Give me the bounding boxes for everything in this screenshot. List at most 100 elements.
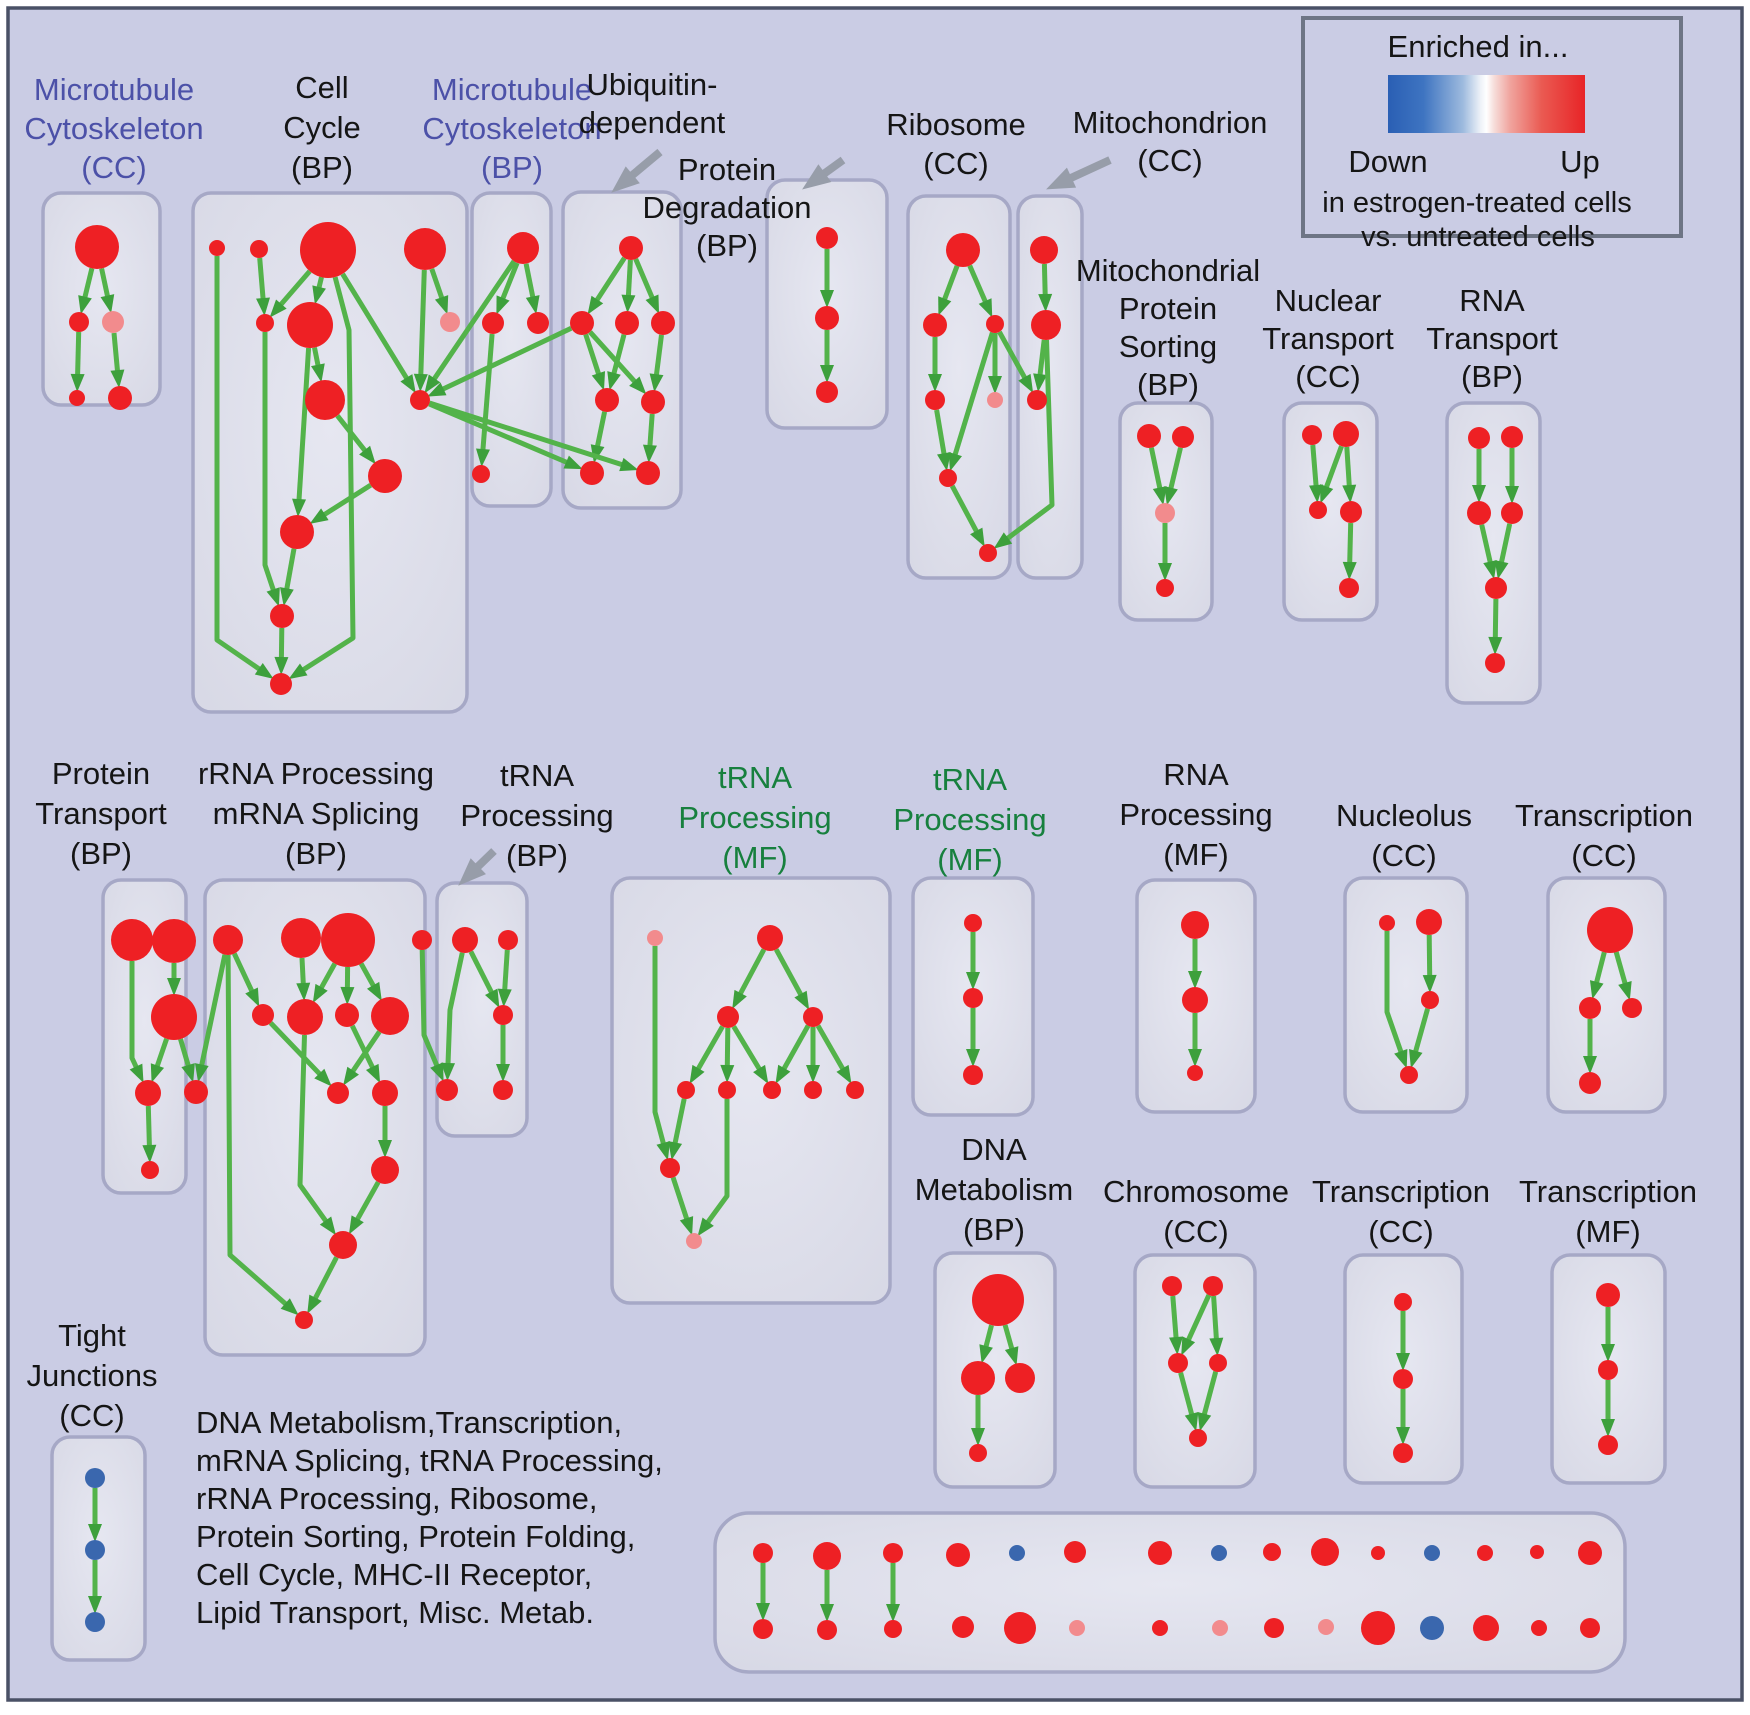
nuclear-transport-cc-edge-2 bbox=[1342, 446, 1357, 504]
trna-processing-mf-large-edge-2 bbox=[689, 1025, 725, 1084]
rrna-processing-mrna-splicing-bp-node-0 bbox=[213, 925, 243, 955]
chromosome-cc-edge-3 bbox=[1178, 1372, 1199, 1432]
microtubule-cytoskeleton-cc-edge-1 bbox=[99, 267, 115, 314]
mitochondrion-cc-node-1 bbox=[1031, 310, 1061, 340]
transcription-mf-label-line-1: Transcription bbox=[1519, 1174, 1697, 1209]
trna-processing-bp-node-4 bbox=[493, 1080, 513, 1100]
dna-metabolism-bp-node-2 bbox=[1005, 1363, 1035, 1393]
rrna-processing-mrna-splicing-bp-node-3 bbox=[412, 930, 432, 950]
rrna-processing-mrna-splicing-label-line-2: mRNA Splicing bbox=[213, 796, 420, 831]
protein-transport-bp-node-1 bbox=[152, 919, 196, 963]
misc-cluster-node-3 bbox=[946, 1543, 970, 1567]
ubiquitin-degradation-bp-left-edge-1 bbox=[621, 259, 636, 313]
protein-transport-bp-node-2 bbox=[151, 994, 197, 1040]
rna-processing-mf-label-line-3: (MF) bbox=[1163, 837, 1228, 872]
rrna-processing-mrna-splicing-bp-edge-3 bbox=[312, 962, 337, 1004]
transcription-cc-lower-label-line-2: (CC) bbox=[1368, 1214, 1433, 1249]
ubiquitin-degradation-bp-left-node-7 bbox=[636, 461, 660, 485]
transcription-cc-lower-node-0 bbox=[1394, 1293, 1412, 1311]
rna-transport-bp-node-2 bbox=[1467, 501, 1491, 525]
ribosome-cc-node-6 bbox=[979, 544, 997, 562]
rna-transport-bp-edge-2 bbox=[1479, 524, 1497, 580]
legend-down-label: Down bbox=[1348, 144, 1427, 179]
chromosome-cc-edge-0 bbox=[1169, 1295, 1184, 1356]
misc-cluster-node-27 bbox=[1473, 1615, 1499, 1641]
cell-cycle-label-line-1: Cell bbox=[295, 70, 348, 105]
nucleolus-label-line-1: Nucleolus bbox=[1336, 798, 1472, 833]
rrna-processing-mrna-splicing-bp-edge-5 bbox=[358, 962, 382, 1002]
trna-processing-mf-large-edge-9 bbox=[668, 1098, 687, 1161]
trna-processing-mf-small-node-1 bbox=[963, 988, 983, 1008]
misc-cluster-node-0 bbox=[753, 1543, 773, 1563]
microtubule-cytoskeleton-bp-edge-0 bbox=[496, 261, 520, 315]
ubiquitin-degradation-label-bottom-line-3: (BP) bbox=[696, 228, 758, 263]
nucleolus-cc-node-1 bbox=[1416, 909, 1442, 935]
ubiquitin-degradation-bp-left-node-5 bbox=[641, 390, 665, 414]
misc-cluster-node-28 bbox=[1531, 1620, 1547, 1636]
protein-transport-bp-node-3 bbox=[135, 1080, 161, 1106]
trna-processing-mf-small-label-line-3: (MF) bbox=[937, 842, 1002, 877]
rna-processing-mf-node-1 bbox=[1182, 987, 1208, 1013]
microtubule-cytoskeleton-cc-edge-2 bbox=[70, 331, 85, 392]
ribosome-cc-box bbox=[906, 194, 1012, 580]
rrna-processing-mrna-splicing-bp-edge-1 bbox=[194, 954, 228, 1083]
ubiquitin-degradation-label-bottom-line-1: Protein bbox=[678, 152, 776, 187]
microtubule-cytoskeleton-cc-node-3 bbox=[69, 390, 85, 406]
ubiquitin-degradation-bp-left-edge-8 bbox=[642, 413, 657, 464]
chromosome-label-line-2: (CC) bbox=[1163, 1214, 1228, 1249]
chromosome-cc-node-0 bbox=[1162, 1276, 1182, 1296]
misc-cluster-node-18 bbox=[952, 1616, 974, 1638]
ubiquitin-degradation-bp-left-node-6 bbox=[580, 461, 604, 485]
dna-metabolism-bp-edge-1 bbox=[1002, 1324, 1019, 1366]
dna-metabolism-bp-node-1 bbox=[961, 1361, 995, 1395]
nuclear-transport-cc-node-2 bbox=[1309, 501, 1327, 519]
transcription-cc-upper-node-0 bbox=[1587, 907, 1633, 953]
trna-processing-mf-large-edge-7 bbox=[815, 1024, 852, 1084]
ribosome-cc-edge-6 bbox=[949, 484, 985, 547]
rna-transport-bp-box bbox=[1445, 401, 1542, 705]
mitochondrion-label-line-2: (CC) bbox=[1137, 143, 1202, 178]
cell-cycle-bp-edge-12 bbox=[262, 332, 280, 607]
microtubule-cytoskeleton-cc-node-4 bbox=[108, 386, 132, 410]
ubiquitin-degradation-label-bottom-line-2: Degradation bbox=[643, 190, 812, 225]
cell-cycle-bp-edge-7 bbox=[311, 347, 325, 383]
ribosome-cc-edge-1 bbox=[967, 264, 993, 318]
legend-subtitle-line-2: vs. untreated cells bbox=[1361, 221, 1595, 253]
dna-metabolism-label-line-3: (BP) bbox=[963, 1212, 1025, 1247]
protein-transport-label-line-2: Transport bbox=[35, 796, 167, 831]
mitochondrion-label-line-1: Mitochondrion bbox=[1073, 105, 1268, 140]
misc-cluster-node-23 bbox=[1264, 1618, 1284, 1638]
rrna-processing-mrna-splicing-bp-edge-10 bbox=[297, 1034, 337, 1236]
microtubule-cytoskeleton-cc-label-line-2: Cytoskeleton bbox=[24, 111, 203, 146]
rna-transport-label-line-3: (BP) bbox=[1461, 359, 1523, 394]
ubiquitin-left-pointer-arrow bbox=[611, 148, 663, 193]
cell-cycle-bp-node-3 bbox=[404, 228, 446, 270]
microtubule-cytoskeleton-cc-box bbox=[41, 191, 162, 407]
ubiquitin-degradation-bp-right-node-0 bbox=[816, 227, 838, 249]
misc-cluster-node-14 bbox=[1578, 1541, 1602, 1565]
collapsed-categories-annotation-line-5: Cell Cycle, MHC-II Receptor, bbox=[196, 1557, 592, 1592]
nuclear-transport-cc-box bbox=[1282, 401, 1379, 622]
chromosome-cc-edge-4 bbox=[1197, 1371, 1219, 1432]
rrna-processing-mrna-splicing-bp-node-8 bbox=[371, 997, 409, 1035]
nuclear-transport-cc-edge-3 bbox=[1342, 522, 1357, 580]
misc-cluster-node-4 bbox=[1009, 1545, 1025, 1561]
chromosome-cc-node-1 bbox=[1203, 1276, 1223, 1296]
nucleolus-cc-edge-0 bbox=[1384, 931, 1408, 1069]
misc-cluster-node-22 bbox=[1212, 1620, 1228, 1636]
transcription-cc-upper-edge-1 bbox=[1613, 951, 1632, 1001]
cell-cycle-bp-node-11 bbox=[270, 604, 294, 628]
rrna-processing-mrna-splicing-bp-node-5 bbox=[252, 1004, 274, 1026]
collapsed-categories-annotation-line-3: rRNA Processing, Ribosome, bbox=[196, 1481, 597, 1516]
misc-cluster-node-17 bbox=[884, 1620, 902, 1638]
misc-cluster-node-25 bbox=[1361, 1611, 1395, 1645]
ubiquitin-degradation-bp-left-edge-5 bbox=[588, 330, 647, 395]
transcription-cc-lower-label-line-1: Transcription bbox=[1312, 1174, 1490, 1209]
rrna-processing-mrna-splicing-bp-node-11 bbox=[371, 1156, 399, 1184]
cross-edge-3 bbox=[428, 400, 639, 472]
ubiquitin-degradation-bp-left-node-1 bbox=[570, 311, 594, 335]
cell-cycle-bp-node-4 bbox=[256, 314, 274, 332]
trna-processing-mf-large-node-9 bbox=[660, 1158, 680, 1178]
nuclear-transport-cc-edge-0 bbox=[1309, 444, 1323, 504]
ubiquitin-degradation-bp-right-node-1 bbox=[815, 306, 839, 330]
